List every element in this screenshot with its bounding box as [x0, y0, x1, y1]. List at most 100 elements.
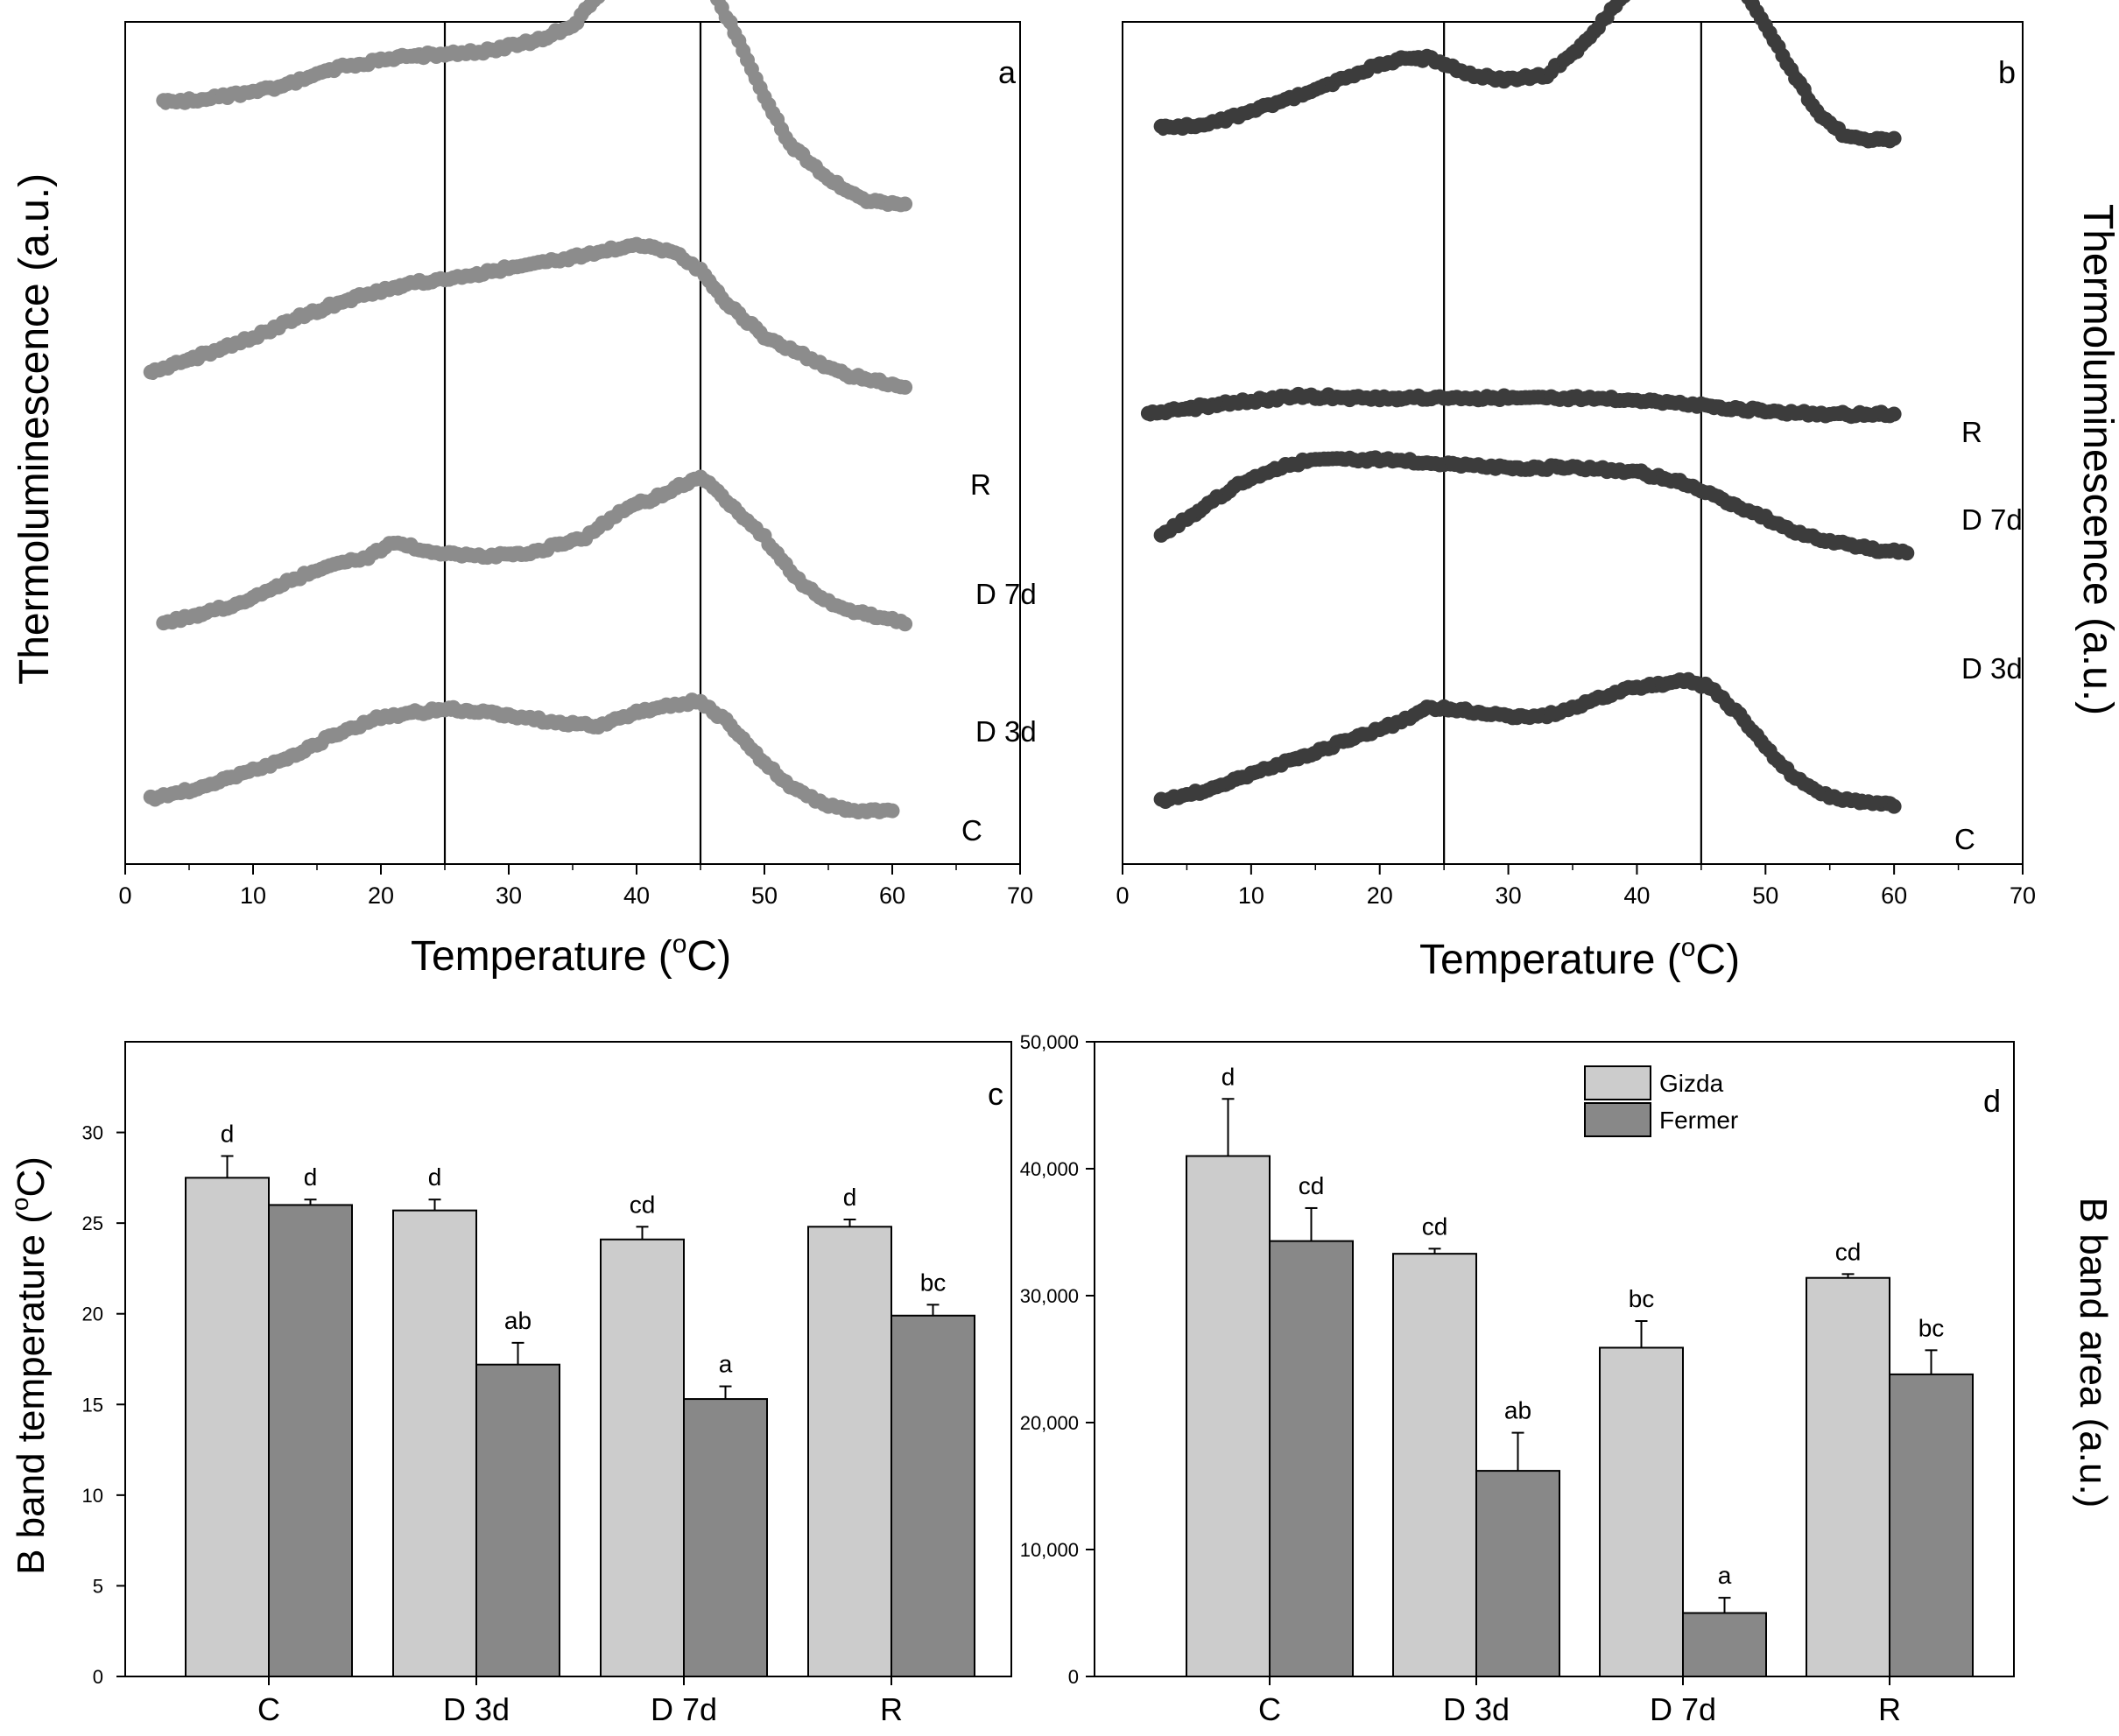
series-c	[1153, 671, 1902, 814]
panel-letter: a	[998, 54, 1017, 90]
bar-fermer	[1269, 1240, 1354, 1678]
plot-frame	[124, 1041, 1012, 1677]
series-label: D 3d	[975, 715, 1037, 748]
legend-swatch	[1584, 1102, 1651, 1137]
x-tick-label: 20	[1367, 882, 1393, 909]
data-point	[1886, 406, 1902, 422]
bar-gizda	[807, 1226, 892, 1678]
x-tick-label: 50	[751, 882, 778, 909]
y-tick-label: 0	[93, 1666, 103, 1688]
x-axis-label-unit: C)	[1695, 937, 1740, 983]
x-tick-label: 70	[1007, 882, 1033, 909]
x-tick-label: 40	[1623, 882, 1650, 909]
x-tick-label: 10	[240, 882, 266, 909]
y-tick-label: 50,000	[1020, 1031, 1079, 1053]
significance-letter: cd	[1299, 1172, 1325, 1199]
series-curve	[158, 0, 912, 211]
series-curve	[1155, 673, 1900, 812]
significance-letter: d	[304, 1163, 318, 1191]
x-tick-label: C	[257, 1691, 280, 1727]
x-tick-label: 40	[623, 882, 650, 909]
x-tick-label: 30	[1496, 882, 1522, 909]
y-tick-label: 25	[82, 1212, 103, 1234]
y-tick-label: 15	[82, 1394, 103, 1416]
series-label: D 3d	[1961, 652, 2023, 685]
x-tick-label: D 3d	[443, 1691, 510, 1727]
series-r	[1153, 0, 1902, 149]
x-tick-label: D 7d	[1650, 1691, 1716, 1727]
series-d-3d	[156, 469, 913, 632]
significance-letter: d	[221, 1121, 235, 1148]
data-point	[1899, 545, 1915, 561]
legend: Gizda Fermer	[1584, 1065, 1738, 1137]
y-tick-label: 20,000	[1020, 1412, 1079, 1434]
bar-gizda	[185, 1177, 270, 1678]
series-d-7d	[1140, 386, 1902, 425]
bar-gizda	[600, 1238, 685, 1678]
significance-letter: a	[719, 1351, 733, 1378]
significance-letter: a	[1718, 1562, 1732, 1589]
significance-letter: d	[1221, 1063, 1235, 1090]
significance-letter: ab	[1504, 1397, 1531, 1424]
x-tick-label: C	[1258, 1691, 1281, 1727]
x-tick-label: 60	[1881, 882, 1907, 909]
data-point	[898, 196, 913, 212]
significance-letter: bc	[920, 1269, 947, 1296]
series-r	[156, 0, 913, 213]
bar-gizda	[1186, 1155, 1271, 1677]
legend-swatch	[1584, 1065, 1651, 1100]
data-point	[1886, 130, 1902, 146]
panel-letter: d	[1983, 1083, 2001, 1119]
y-axis-label-degree: o	[6, 1198, 33, 1212]
data-point	[898, 616, 913, 632]
significance-letter: bc	[1629, 1285, 1655, 1312]
x-tick-label: 50	[1752, 882, 1778, 909]
panel-d-b-band-area: 0 10,000 20,000 30,000 40,000 50,000 d cd Ccd ab D…	[1020, 1031, 2115, 1727]
x-tick-label: R	[1878, 1691, 1901, 1727]
significance-letter: bc	[1918, 1314, 1945, 1341]
bar-fermer	[1475, 1470, 1560, 1677]
y-axis-label: Thermoluminescence (a.u.)	[11, 173, 58, 685]
y-tick-label: 40,000	[1020, 1158, 1079, 1180]
x-tick-label: D 3d	[1443, 1691, 1510, 1727]
series-d-3d	[1153, 450, 1915, 561]
data-point	[1617, 0, 1630, 4]
y-tick-label: 30	[82, 1122, 103, 1144]
series-label: R	[970, 468, 991, 501]
significance-letter: d	[843, 1184, 857, 1211]
series-label: D 7d	[1961, 503, 2023, 536]
legend-label: Fermer	[1659, 1107, 1738, 1134]
bar-fermer	[891, 1314, 975, 1678]
x-tick-label: R	[880, 1691, 903, 1727]
y-axis-label: B band area (a.u.)	[2072, 1198, 2115, 1508]
x-tick-label: 0	[1116, 882, 1129, 909]
significance-letter: cd	[630, 1191, 656, 1218]
bar-fermer	[268, 1204, 353, 1677]
y-tick-label: 10,000	[1020, 1539, 1079, 1561]
legend-label: Gizda	[1659, 1070, 1724, 1097]
x-tick-label: D 7d	[651, 1691, 717, 1727]
x-axis-label-degree: o	[672, 930, 687, 959]
panel-c-b-band-temperature: 0 5 10 15 20 25 30 d d Cd ab D 3d cd a D 7d d bc Rc B band…	[6, 1041, 1012, 1727]
data-point	[591, 0, 605, 4]
x-axis-label: Temperature (oC)	[411, 930, 731, 980]
y-tick-label: 30,000	[1020, 1285, 1079, 1307]
bar-gizda	[1806, 1276, 1890, 1677]
x-axis-label-main: Temperature (	[1419, 937, 1681, 983]
y-axis-label-main: B band temperature (	[10, 1211, 53, 1575]
series-label: R	[1961, 416, 1982, 448]
x-tick-label: 60	[879, 882, 905, 909]
y-tick-label: 10	[82, 1485, 103, 1507]
significance-letter: ab	[504, 1307, 532, 1334]
bar-fermer	[683, 1398, 768, 1677]
plot-frame	[124, 21, 1021, 865]
bar-fermer	[1889, 1373, 1974, 1678]
y-tick-label: 0	[1068, 1666, 1079, 1688]
bar-gizda	[1599, 1346, 1684, 1677]
x-tick-label: 0	[118, 882, 131, 909]
bar-fermer	[1682, 1612, 1767, 1677]
data-point	[1886, 798, 1902, 814]
series-c	[143, 692, 900, 819]
x-tick-label: 30	[496, 882, 522, 909]
y-tick-label: 5	[93, 1575, 103, 1597]
